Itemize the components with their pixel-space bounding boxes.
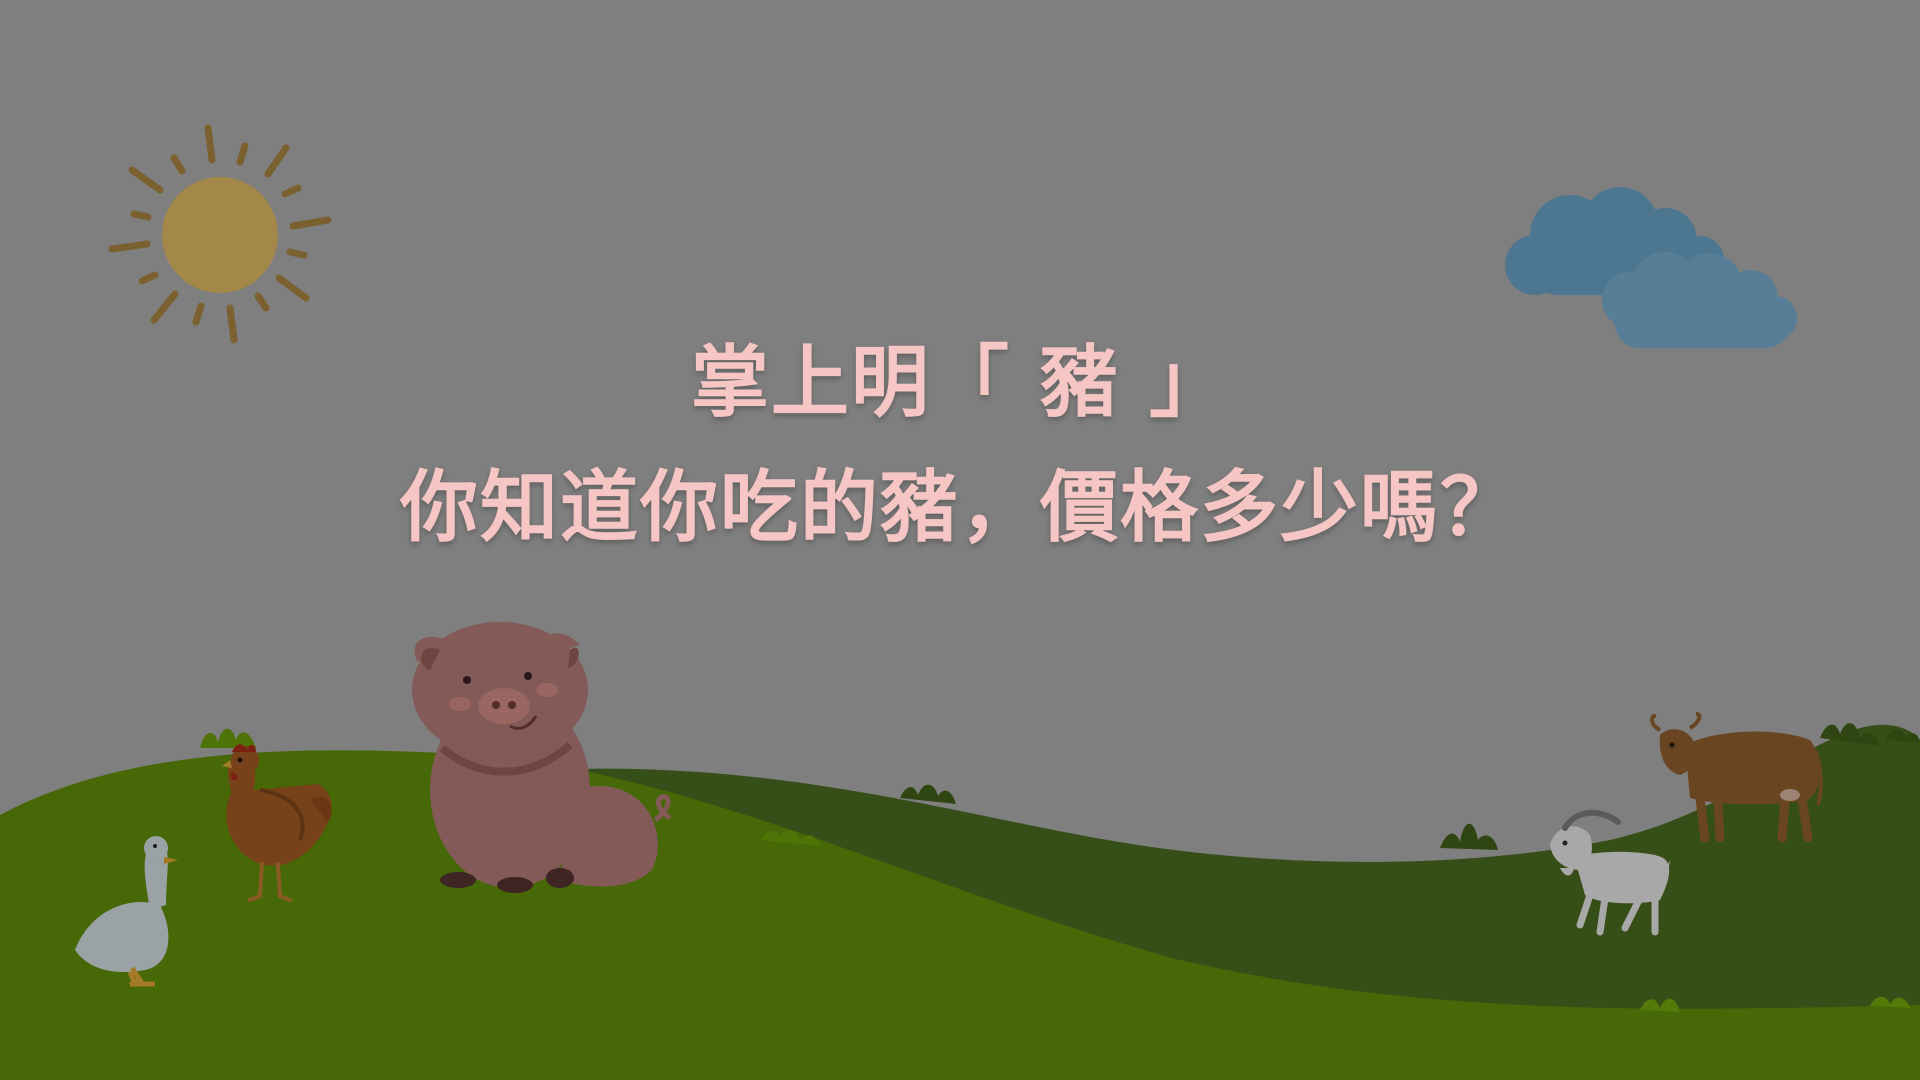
goat-icon (1550, 809, 1670, 936)
grass-tufts (200, 723, 1920, 1012)
cloud-icon (1505, 187, 1797, 348)
sun-icon (108, 124, 332, 344)
chicken-icon (222, 744, 332, 902)
slide-title: 掌上明「 豬 」 (690, 338, 1230, 428)
slide-subtitle: 你知道你吃的豬，價格多少嗎？ (399, 463, 1520, 553)
cow-icon (1649, 712, 1823, 843)
goose-icon (75, 836, 178, 988)
pig-icon (412, 622, 672, 893)
